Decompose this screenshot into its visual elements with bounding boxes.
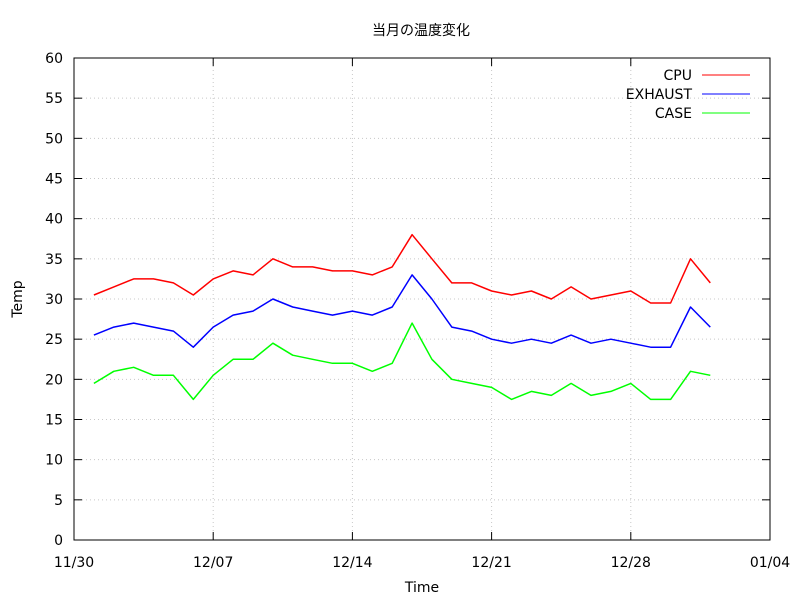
x-axis-label: Time (404, 580, 439, 596)
y-tick-label: 5 (54, 493, 63, 509)
y-tick-label: 30 (45, 292, 63, 308)
y-tick-label: 50 (45, 131, 63, 147)
series-lines (93, 233, 711, 401)
plot-frame (73, 57, 771, 541)
y-tick-label: 45 (45, 172, 63, 188)
chart-title: 当月の温度変化 (372, 22, 470, 39)
y-tick-label: 0 (54, 533, 63, 549)
x-tick-label: 11/30 (54, 555, 94, 571)
y-tick-label: 15 (45, 413, 63, 429)
y-tick-label: 25 (45, 332, 63, 348)
y-tick-label: 10 (45, 453, 63, 469)
x-tick-label: 12/28 (611, 555, 651, 571)
series-line-exhaust (93, 274, 711, 348)
legend-label-cpu: CPU (664, 68, 692, 84)
x-tick-label: 12/14 (332, 555, 372, 571)
legend: CPU EXHAUST CASE (626, 68, 750, 122)
y-tick-label: 20 (45, 372, 63, 388)
series-line-case (93, 322, 711, 401)
y-axis-ticks: 0 5 10 15 20 25 30 35 40 45 50 55 60 (45, 51, 770, 549)
x-tick-label: 12/21 (471, 555, 511, 571)
y-tick-label: 35 (45, 252, 63, 268)
legend-label-exhaust: EXHAUST (626, 87, 693, 103)
x-axis-ticks: 11/30 12/07 12/14 12/21 12/28 01/04 (54, 58, 790, 571)
y-tick-label: 60 (45, 51, 63, 67)
x-tick-label: 01/04 (750, 555, 790, 571)
legend-label-case: CASE (655, 106, 692, 122)
y-tick-label: 55 (45, 91, 63, 107)
x-tick-label: 12/07 (193, 555, 233, 571)
series-line-cpu (93, 233, 711, 304)
y-axis-label: Temp (10, 280, 26, 318)
y-tick-label: 40 (45, 212, 63, 228)
grid-lines (74, 58, 770, 540)
